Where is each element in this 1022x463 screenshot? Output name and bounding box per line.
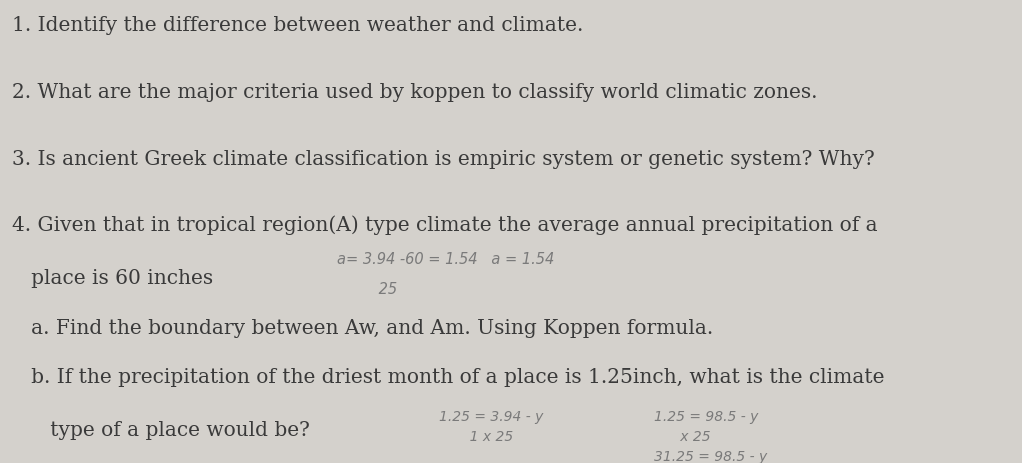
Text: type of a place would be?: type of a place would be?: [12, 421, 310, 440]
Text: place is 60 inches: place is 60 inches: [12, 269, 214, 288]
Text: 1 x 25: 1 x 25: [439, 430, 514, 444]
Text: a. Find the boundary between Aw, and Am. Using Koppen formula.: a. Find the boundary between Aw, and Am.…: [12, 319, 713, 338]
Text: a= 3.94 -60 = 1.54   a = 1.54: a= 3.94 -60 = 1.54 a = 1.54: [337, 252, 555, 267]
Text: 1.25 = 3.94 - y: 1.25 = 3.94 - y: [439, 410, 544, 424]
Text: 1. Identify the difference between weather and climate.: 1. Identify the difference between weath…: [12, 16, 584, 35]
Text: b. If the precipitation of the driest month of a place is 1.25inch, what is the : b. If the precipitation of the driest mo…: [12, 368, 885, 387]
Text: 3. Is ancient Greek climate classification is empiric system or genetic system? : 3. Is ancient Greek climate classificati…: [12, 150, 875, 169]
Text: 2. What are the major criteria used by koppen to classify world climatic zones.: 2. What are the major criteria used by k…: [12, 83, 818, 102]
Text: 1.25 = 98.5 - y: 1.25 = 98.5 - y: [654, 410, 758, 424]
Text: x 25: x 25: [654, 430, 710, 444]
Text: 4. Given that in tropical region(A) type climate the average annual precipitatio: 4. Given that in tropical region(A) type…: [12, 215, 878, 235]
Text: 31.25 = 98.5 - y: 31.25 = 98.5 - y: [654, 450, 768, 463]
Text: 25: 25: [337, 282, 398, 297]
